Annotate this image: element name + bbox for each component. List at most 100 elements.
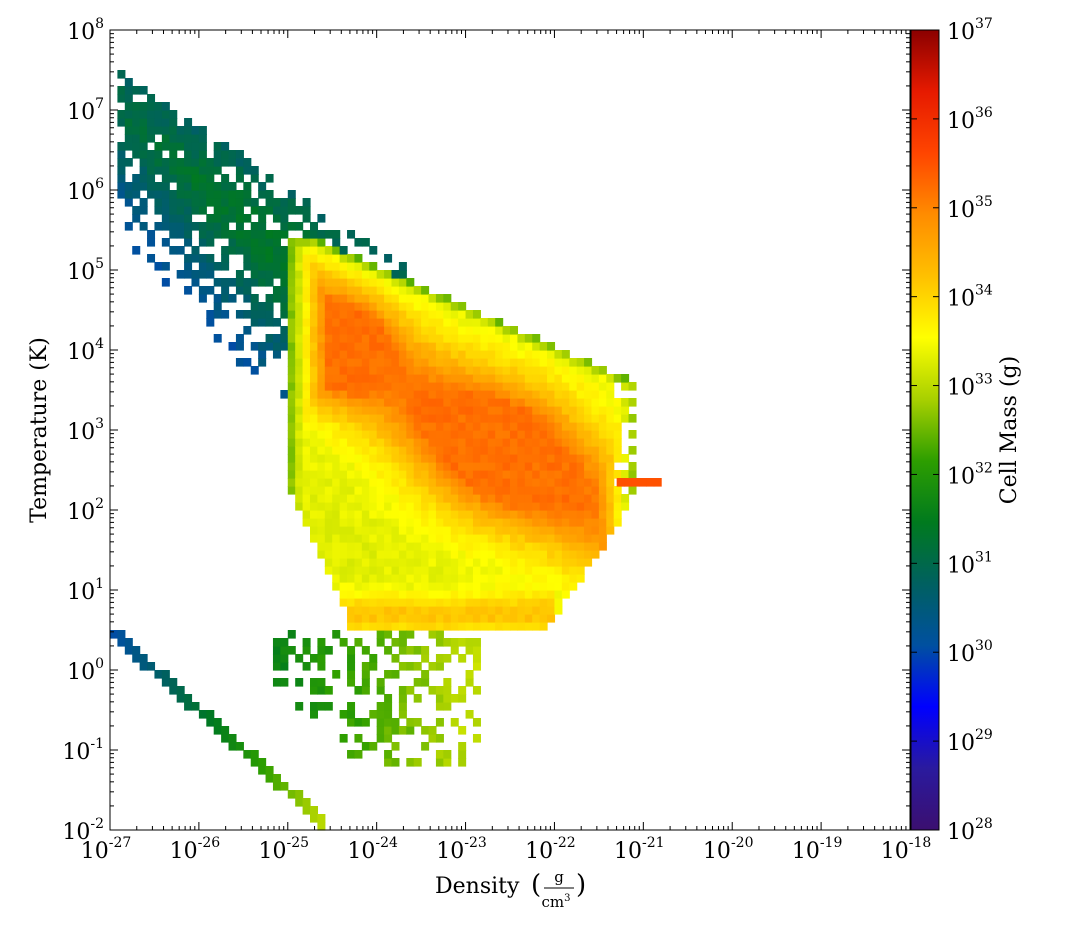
heatmap-cell	[117, 166, 126, 175]
heatmap-cell	[458, 606, 467, 615]
heatmap-cell	[310, 222, 319, 231]
heatmap-cell	[480, 454, 489, 463]
heatmap-cell	[376, 358, 385, 367]
heatmap-cell	[532, 470, 541, 479]
heatmap-cell	[354, 350, 363, 359]
heatmap-cell	[532, 358, 541, 367]
heatmap-cell	[561, 574, 570, 583]
heatmap-cell	[532, 390, 541, 399]
heatmap-cell	[517, 470, 526, 479]
heatmap-cell	[280, 310, 289, 319]
heatmap-cell	[287, 342, 296, 351]
heatmap-cell	[384, 694, 393, 703]
y-tick-label: 103	[67, 416, 104, 445]
heatmap-cell	[458, 742, 467, 751]
heatmap-cell	[495, 558, 504, 567]
heatmap-cell	[435, 510, 444, 519]
heatmap-cell	[443, 542, 452, 551]
heatmap-cell	[302, 254, 311, 263]
heatmap-cell	[317, 270, 326, 279]
heatmap-cell	[361, 238, 370, 247]
heatmap-cell	[161, 278, 170, 287]
heatmap-cell	[250, 750, 259, 759]
y-axis-label: Temperature	[27, 379, 52, 523]
heatmap-cell	[265, 262, 274, 271]
heatmap-cell	[310, 358, 319, 367]
x-axis-title: Density	[435, 874, 520, 899]
heatmap-cell	[272, 198, 281, 207]
heatmap-cell	[369, 462, 378, 471]
heatmap-cell	[472, 574, 481, 583]
heatmap-cell	[465, 446, 474, 455]
heatmap-cell	[117, 190, 126, 199]
heatmap-cell	[324, 558, 333, 567]
heatmap-cell	[413, 462, 422, 471]
heatmap-cell	[354, 286, 363, 295]
heatmap-cell	[228, 206, 237, 215]
heatmap-cell	[295, 502, 304, 511]
heatmap-cell	[347, 318, 356, 327]
heatmap-cell	[406, 566, 415, 575]
heatmap-cell	[561, 438, 570, 447]
heatmap-cell	[398, 326, 407, 335]
heatmap-cell	[243, 286, 252, 295]
heatmap-cell	[287, 382, 296, 391]
heatmap-cell	[591, 518, 600, 527]
heatmap-cell	[317, 494, 326, 503]
heatmap-cell	[421, 342, 430, 351]
heatmap-cell	[139, 110, 148, 119]
heatmap-cell	[235, 278, 244, 287]
heatmap-cell	[621, 494, 630, 503]
heatmap-cell	[421, 534, 430, 543]
heatmap-cell	[413, 302, 422, 311]
heatmap-cell	[161, 206, 170, 215]
heatmap-cell	[339, 382, 348, 391]
heatmap-cell	[339, 326, 348, 335]
heatmap-cell	[406, 334, 415, 343]
heatmap-cell	[598, 382, 607, 391]
heatmap-cell	[613, 430, 622, 439]
heatmap-cell	[110, 630, 119, 639]
heatmap-cell	[310, 310, 319, 319]
heatmap-cell	[391, 526, 400, 535]
heatmap-cell	[435, 606, 444, 615]
heatmap-cell	[428, 566, 437, 575]
heatmap-cell	[450, 310, 459, 319]
heatmap-cell	[524, 358, 533, 367]
heatmap-cell	[628, 446, 637, 455]
heatmap-cell	[250, 342, 259, 351]
heatmap-cell	[213, 262, 222, 271]
heatmap-cell	[310, 286, 319, 295]
heatmap-cell	[502, 614, 511, 623]
heatmap-cell	[428, 518, 437, 527]
heatmap-cell	[295, 446, 304, 455]
heatmap-cell	[376, 558, 385, 567]
heatmap-cell	[324, 366, 333, 375]
heatmap-cell	[524, 566, 533, 575]
heatmap-cell	[510, 398, 519, 407]
heatmap-cell	[384, 550, 393, 559]
heatmap-cell	[561, 510, 570, 519]
heatmap-cell	[561, 590, 570, 599]
heatmap-cell	[547, 510, 556, 519]
heatmap-cell	[472, 598, 481, 607]
heatmap-cell	[361, 662, 370, 671]
heatmap-cell	[584, 382, 593, 391]
heatmap-cell	[487, 526, 496, 535]
heatmap-cell	[287, 446, 296, 455]
heatmap-cell	[124, 182, 133, 191]
heatmap-cell	[258, 270, 267, 279]
heatmap-cell	[332, 574, 341, 583]
heatmap-cell	[532, 574, 541, 583]
heatmap-cell	[354, 470, 363, 479]
heatmap-cell	[376, 510, 385, 519]
heatmap-cell	[569, 574, 578, 583]
heatmap-cell	[391, 558, 400, 567]
heatmap-cell	[576, 414, 585, 423]
heatmap-cell	[265, 278, 274, 287]
heatmap-cell	[287, 790, 296, 799]
heatmap-cell	[176, 246, 185, 255]
heatmap-cell	[421, 518, 430, 527]
heatmap-cell	[332, 230, 341, 239]
heatmap-cell	[421, 542, 430, 551]
